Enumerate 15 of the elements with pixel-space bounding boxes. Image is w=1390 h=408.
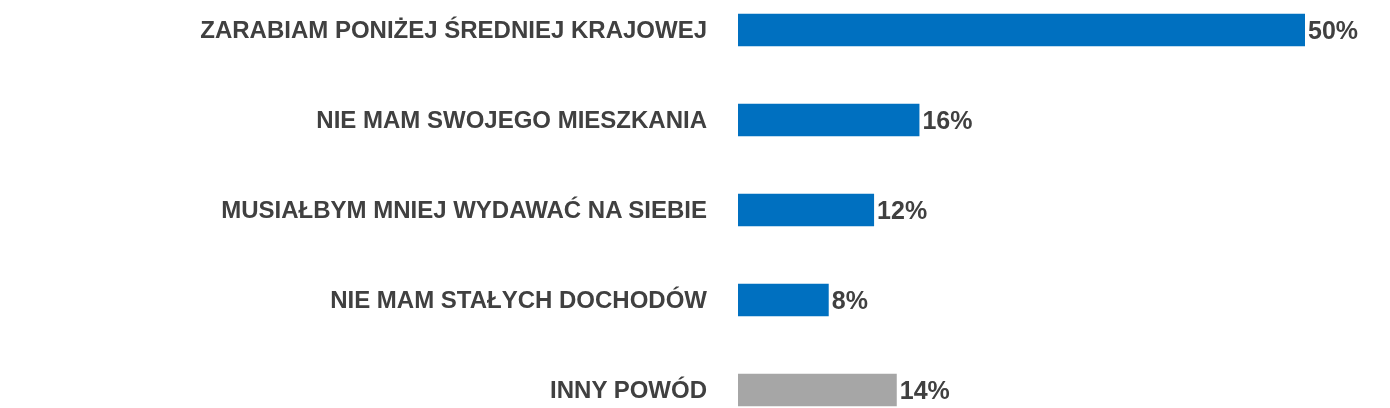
data-label: 50% <box>1308 15 1359 44</box>
y-tick-label: NIE MAM SWOJEGO MIESZKANIA <box>316 106 707 134</box>
data-label: 16% <box>922 105 973 134</box>
data-label: 12% <box>877 195 928 224</box>
bar <box>738 193 875 227</box>
y-tick-label: ZARABIAM PONIŻEJ ŚREDNIEJ KRAJOWEJ <box>200 16 707 44</box>
data-label: 14% <box>899 376 950 404</box>
bar <box>738 103 920 137</box>
y-tick-label: INNY POWÓD <box>550 376 707 404</box>
y-tick-label: NIE MAM STAŁYCH DOCHODÓW <box>330 286 708 314</box>
bar <box>738 373 897 407</box>
bar <box>738 283 829 317</box>
y-tick-label: MUSIAŁBYM MNIEJ WYDAWAĆ NA SIEBIE <box>221 196 707 224</box>
bar <box>738 13 1305 47</box>
data-label: 8% <box>831 285 868 314</box>
